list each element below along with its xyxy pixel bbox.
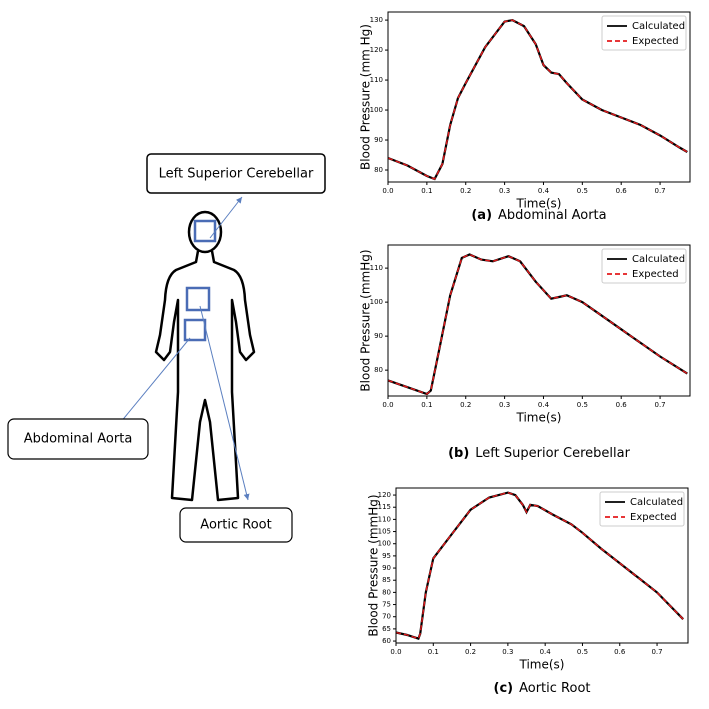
- y-tick-label: 110: [378, 515, 391, 523]
- y-tick-label: 70: [382, 613, 391, 621]
- x-tick-label: 0.4: [538, 401, 550, 409]
- caption-text: Left Superior Cerebellar: [475, 446, 630, 461]
- x-tick-label: 0.1: [428, 648, 439, 656]
- x-tick-label: 0.4: [540, 648, 552, 656]
- label-box: [179, 507, 293, 543]
- x-tick-label: 0.0: [390, 648, 401, 656]
- y-tick-label: 130: [370, 16, 383, 24]
- x-tick-label: 0.5: [577, 187, 588, 195]
- y-tick-label: 100: [370, 106, 383, 114]
- plot-frame: [387, 244, 691, 397]
- body-outline: [154, 250, 256, 502]
- caption: (a) Abdominal Aorta: [471, 208, 606, 223]
- y-tick-label: 100: [378, 540, 391, 548]
- x-tick-label: 0.2: [465, 648, 476, 656]
- label-box: [146, 153, 326, 194]
- arrow: [209, 196, 243, 239]
- legend-label: Expected: [632, 269, 679, 280]
- caption-label: (b): [448, 446, 469, 461]
- legend-label: Calculated: [632, 254, 685, 265]
- x-tick-label: 0.1: [421, 187, 432, 195]
- head: [187, 210, 223, 254]
- x-axis-label: Time(s): [516, 411, 562, 425]
- x-tick-label: 0.0: [382, 187, 393, 195]
- y-tick-label: 105: [378, 528, 391, 536]
- x-tick-label: 0.6: [616, 187, 628, 195]
- x-tick-label: 0.0: [382, 401, 393, 409]
- y-tick-label: 85: [382, 576, 391, 584]
- y-tick-label: 120: [378, 491, 391, 499]
- x-tick-label: 0.6: [616, 401, 628, 409]
- plot-frame: [387, 11, 691, 183]
- x-axis-label: Time(s): [516, 197, 562, 211]
- head-marker: [193, 219, 217, 243]
- y-tick-label: 80: [382, 588, 391, 596]
- y-tick-label: 110: [370, 264, 383, 272]
- caption-text: Aortic Root: [519, 681, 590, 696]
- y-tick-label: 95: [382, 552, 391, 560]
- abdomen-marker: [183, 318, 207, 342]
- y-tick-label: 120: [370, 46, 383, 54]
- x-tick-label: 0.5: [577, 401, 588, 409]
- caption-label: (a): [471, 208, 492, 223]
- caption: (c) Aortic Root: [494, 681, 591, 696]
- label-box: [7, 418, 149, 460]
- series-line: [387, 19, 688, 180]
- y-tick-label: 80: [374, 166, 383, 174]
- legend-label: Calculated: [632, 21, 685, 32]
- legend-label: Expected: [630, 512, 677, 523]
- diagram-label: Aortic Root: [200, 518, 271, 533]
- series-line: [395, 491, 684, 640]
- x-tick-label: 0.3: [499, 401, 510, 409]
- chest-marker: [185, 286, 211, 312]
- y-tick-label: 100: [370, 298, 383, 306]
- y-tick-label: 75: [382, 601, 391, 609]
- caption-label: (c): [494, 681, 514, 696]
- series-line: [387, 253, 688, 395]
- diagram-label: Left Superior Cerebellar: [159, 167, 314, 182]
- x-axis-label: Time(s): [519, 658, 565, 672]
- x-tick-label: 0.1: [421, 401, 432, 409]
- x-tick-label: 0.7: [655, 401, 666, 409]
- y-axis-label: Blood Pressure (mmHg): [367, 494, 381, 636]
- x-tick-label: 0.2: [460, 187, 471, 195]
- y-tick-label: 110: [370, 76, 383, 84]
- x-tick-label: 0.2: [460, 401, 471, 409]
- legend-label: Expected: [632, 36, 679, 47]
- caption-text: Abdominal Aorta: [498, 208, 607, 223]
- x-tick-label: 0.4: [538, 187, 550, 195]
- x-tick-label: 0.5: [577, 648, 588, 656]
- body-diagram: Left Superior Cerebellar Abdominal Aorta…: [7, 153, 326, 543]
- y-tick-label: 60: [382, 637, 391, 645]
- y-tick-label: 90: [374, 136, 383, 144]
- x-tick-label: 0.6: [614, 648, 626, 656]
- y-axis-label: Blood Pressure (mmHg): [359, 249, 373, 391]
- y-tick-label: 90: [374, 332, 383, 340]
- x-tick-label: 0.3: [499, 187, 510, 195]
- x-tick-label: 0.7: [655, 187, 666, 195]
- arrow: [199, 305, 250, 501]
- legend-label: Calculated: [630, 497, 683, 508]
- y-tick-label: 80: [374, 366, 383, 374]
- caption: (b) Left Superior Cerebellar: [448, 446, 630, 461]
- x-tick-label: 0.3: [502, 648, 513, 656]
- y-axis-label: Blood Pressure (mm Hg): [359, 24, 373, 170]
- y-tick-label: 115: [378, 503, 391, 511]
- diagram-label: Abdominal Aorta: [24, 432, 133, 447]
- plot-frame: [395, 487, 689, 644]
- y-tick-label: 90: [382, 564, 391, 572]
- y-tick-label: 65: [382, 625, 391, 633]
- x-tick-label: 0.7: [651, 648, 662, 656]
